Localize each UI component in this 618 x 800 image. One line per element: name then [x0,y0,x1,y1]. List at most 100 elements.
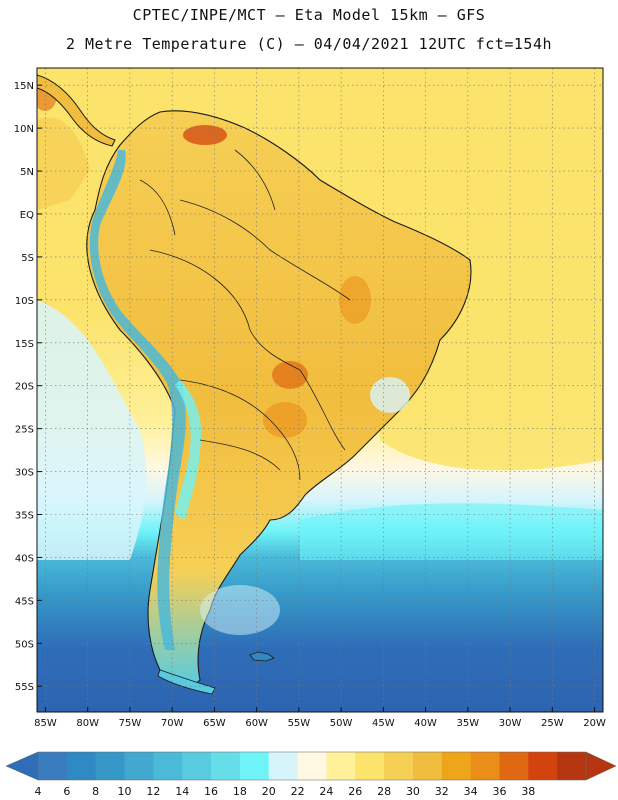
colorbar-label: 6 [63,785,70,798]
lat-tick-label: 25S [15,425,34,436]
central-america-landmass [37,74,116,147]
border-line [149,249,301,371]
graticule [37,68,603,712]
border-line [179,199,351,301]
lon-tick-label: 20W [583,718,606,729]
falkland-islands [249,651,275,662]
colorbar-label: 30 [406,785,420,798]
colorbar-label: 36 [492,785,506,798]
colorbar-swatch [182,752,212,780]
colorbar-swatch [470,752,500,780]
lon-tick-label: 55W [288,718,311,729]
lat-tick-label: 10N [14,124,34,135]
lat-tick-label: 50S [15,639,34,650]
colorbar-swatch [66,752,97,780]
colorbar-swatch [499,752,529,780]
colorbar-label: 14 [175,785,189,798]
lon-tick-label: 35W [457,718,480,729]
colorbar: 4 6 8 10 12 14 16 18 20 22 24 26 28 30 32 34 36 38 [5,751,617,798]
colorbar-swatch [441,752,472,780]
lat-tick-label: 20S [15,382,34,393]
lat-tick-label: 5N [20,167,34,178]
south-america-landmass [86,110,472,687]
colorbar-label: 10 [118,785,132,798]
colorbar-swatch [268,752,299,780]
lon-tick-label: 40W [414,718,437,729]
central-brazil-warm-area [339,276,371,324]
andes-snow-strip [175,380,202,520]
title-model: CPTEC/INPE/MCT – Eta Model 15km – GFS [132,6,486,24]
colorbar-low-arrow [5,751,39,781]
colorbar-swatch [297,752,327,780]
lon-tick-label: 65W [203,718,226,729]
lat-tick-label: 40S [15,553,34,564]
colorbar-swatch [38,752,68,780]
colorbar-swatch [528,752,558,780]
colorbar-label: 28 [377,785,391,798]
colorbar-label: 26 [348,785,362,798]
colorbar-swatch [239,752,270,780]
lon-tick-label: 80W [76,718,99,729]
colorbar-label: 16 [204,785,218,798]
colorbar-swatch [211,752,241,780]
lat-tick-label: 15S [15,339,34,350]
colorbar-outline [37,751,587,781]
colorbar-swatch [384,752,414,780]
title-variable: 2 Metre Temperature (C) – 04/04/2021 12U… [65,35,553,53]
colorbar-label: 8 [92,785,99,798]
lon-tick-label: 25W [541,718,564,729]
country-borders [139,149,351,481]
lon-tick-label: 30W [499,718,522,729]
lon-tick-label: 85W [34,718,57,729]
colorbar-label: 22 [291,785,305,798]
lat-tick-label: 55S [15,682,34,693]
brazil-coast-cool-area [370,377,410,413]
colorbar-swatch [326,752,356,780]
pantanal-hot-spot [272,361,308,389]
andes-cold-strip [89,150,186,650]
colorbar-swatch [124,752,154,780]
chaco-warm-area [263,402,307,438]
lat-tick-label: 5S [21,253,34,264]
border-line [199,439,281,471]
latitude-labels: 15N 10N 5N EQ 5S 10S 15S 20S 25S 30S 35S 40S 45S 50S 5… [14,81,42,693]
colorbar-label: 4 [35,785,42,798]
border-line [179,379,301,481]
map-frame [36,67,604,713]
lat-tick-label: 15N [14,81,34,92]
caribbean-warm-band [37,117,90,210]
colorbar-swatch [557,752,587,780]
colorbar-label: 18 [233,785,247,798]
venezuela-hot-spot [183,125,227,145]
lat-tick-label: 30S [15,468,34,479]
lat-tick-label: 35S [15,511,34,522]
pacific-cool-band [37,300,147,560]
lon-tick-label: 60W [245,718,268,729]
lon-tick-label: 75W [119,718,142,729]
colorbar-label: 24 [319,785,333,798]
colorbar-label: 38 [521,785,535,798]
lat-tick-label: 10S [15,296,34,307]
colorbar-label: 20 [262,785,276,798]
lon-tick-label: 70W [161,718,184,729]
map-area [37,68,603,712]
longitude-labels: 85W 80W 75W 70W 65W 60W 55W 50W 45W 40W 35W 30W 25W 2… [34,707,606,729]
colorbar-high-arrow [585,751,617,781]
lat-tick-label: 45S [15,596,34,607]
colorbar-swatch [412,752,443,780]
lat-tick-label: EQ [20,210,34,221]
lon-tick-label: 45W [372,718,395,729]
border-line [234,149,276,211]
atlantic-front [300,503,603,560]
colorbar-label: 32 [435,785,449,798]
colorbar-swatch [153,752,183,780]
lon-tick-label: 50W [330,718,353,729]
colorbar-label: 34 [464,785,478,798]
colorbar-swatch [355,752,385,780]
border-line [299,369,346,451]
colorbar-label: 12 [146,785,160,798]
colorbar-swatch [95,752,126,780]
border-line [139,179,176,236]
patagonia-cool-area [200,585,280,635]
